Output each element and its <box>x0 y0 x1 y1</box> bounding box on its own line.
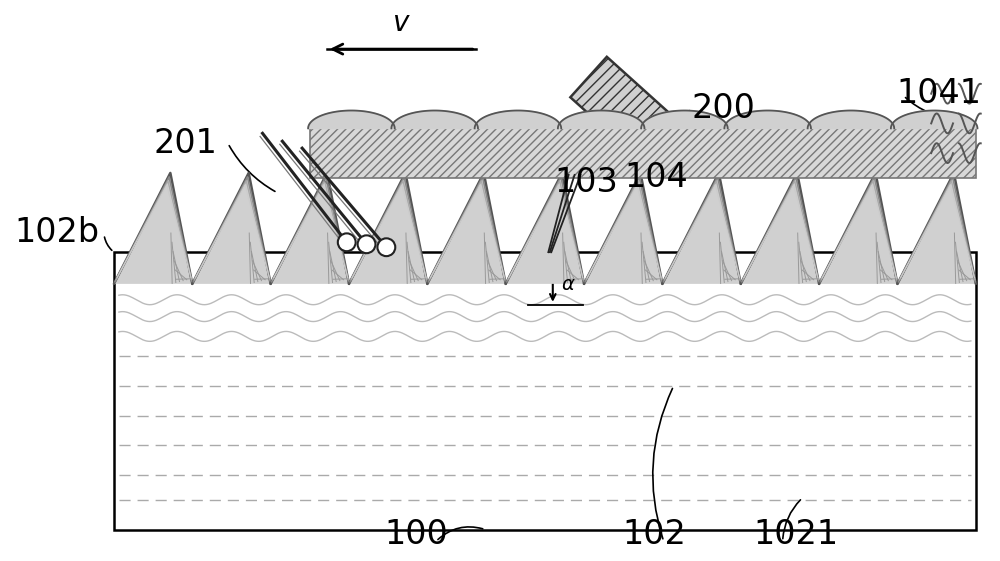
Text: 1021: 1021 <box>753 518 838 551</box>
Text: 200: 200 <box>691 92 755 125</box>
Polygon shape <box>308 111 395 128</box>
Polygon shape <box>741 173 819 284</box>
Text: $\alpha$: $\alpha$ <box>561 275 575 295</box>
Text: 104: 104 <box>624 162 688 195</box>
Bar <box>114 252 976 530</box>
Text: 102: 102 <box>622 518 686 551</box>
Circle shape <box>338 233 356 251</box>
Polygon shape <box>662 173 741 284</box>
Polygon shape <box>808 111 894 128</box>
Text: 103: 103 <box>555 167 619 199</box>
Polygon shape <box>192 173 271 284</box>
Polygon shape <box>724 111 811 128</box>
Text: 100: 100 <box>384 518 448 551</box>
Polygon shape <box>427 173 506 284</box>
Polygon shape <box>391 111 478 128</box>
Polygon shape <box>558 111 644 128</box>
Polygon shape <box>114 173 192 284</box>
Polygon shape <box>475 111 561 128</box>
Bar <box>570 57 688 170</box>
Bar <box>310 128 976 178</box>
Polygon shape <box>897 173 976 284</box>
Text: 102b: 102b <box>15 216 100 249</box>
Polygon shape <box>349 173 427 284</box>
Polygon shape <box>271 173 349 284</box>
Polygon shape <box>819 173 897 284</box>
Text: v: v <box>393 9 409 37</box>
Polygon shape <box>584 173 662 284</box>
Text: 201: 201 <box>154 127 217 160</box>
Circle shape <box>358 236 375 253</box>
Polygon shape <box>641 111 728 128</box>
Circle shape <box>377 238 395 256</box>
Polygon shape <box>506 173 584 284</box>
Text: 1041: 1041 <box>897 77 982 110</box>
Polygon shape <box>891 111 977 128</box>
